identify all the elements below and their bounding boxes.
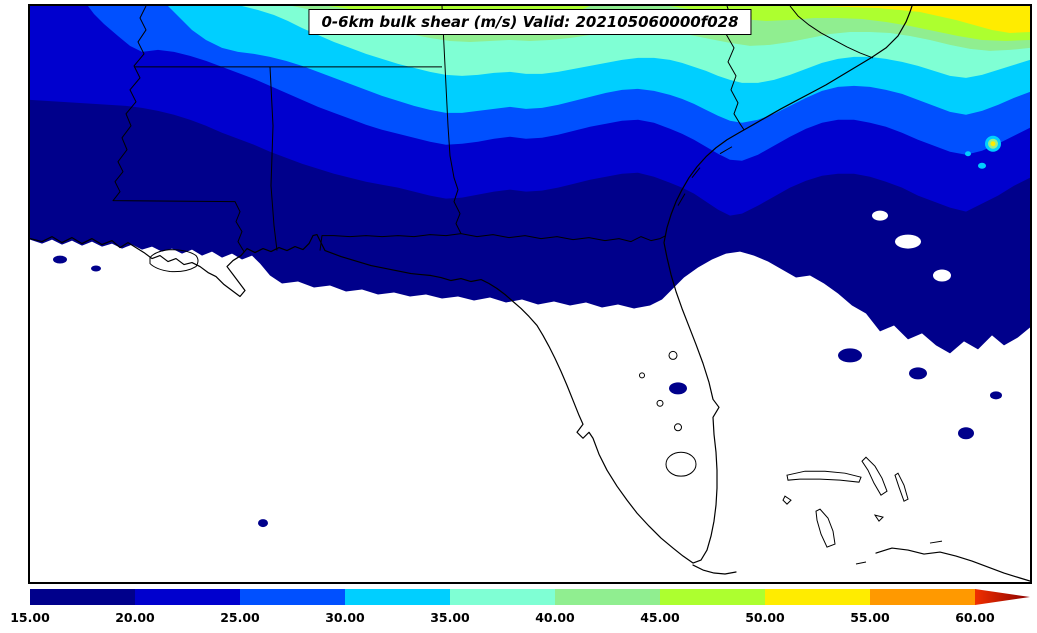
- colorbar-segment-20-25: [135, 589, 240, 605]
- coastline: [30, 6, 913, 564]
- white-shear-holes: [872, 210, 951, 282]
- shear-band-50-55: [818, 6, 1030, 33]
- colorbar-segment-25-30: [240, 589, 345, 605]
- colorbar-segments: [30, 589, 1030, 605]
- colorbar: 15.00 20.00 25.00 30.00 35.00 40.00 45.0…: [10, 589, 1030, 625]
- andros-island: [815, 508, 836, 548]
- islands: [782, 456, 909, 548]
- colorbar-tick-labels: 15.00 20.00 25.00 30.00 35.00 40.00 45.0…: [10, 610, 995, 625]
- florida-keys: [692, 564, 737, 575]
- mississippi-alabama-border: [269, 66, 278, 251]
- colorbar-tick-label: 40.00: [535, 610, 575, 625]
- detached-shear-pockets: [53, 255, 1002, 528]
- right-edge-shear-maximum: [985, 135, 1001, 152]
- lake-pontchartrain: [149, 249, 199, 273]
- colorbar-segment-15-20: [30, 589, 135, 605]
- colorbar-segment-50-55: [765, 589, 870, 605]
- cyan-shear-specks: [965, 151, 986, 169]
- alabama-georgia-border: [441, 6, 462, 234]
- state-borders: [112, 6, 874, 252]
- colorbar-tick-label: 45.00: [640, 610, 680, 625]
- abaco-island: [861, 456, 888, 496]
- cuba-north-coast: [875, 547, 1030, 582]
- colorbar-tick-label: 35.00: [430, 610, 470, 625]
- colorbar-segment-35-40: [450, 589, 555, 605]
- colorbar-segment-30-35: [345, 589, 450, 605]
- northcarolina-southcarolina-border: [789, 6, 874, 59]
- colorbar-tick-label: 25.00: [220, 610, 260, 625]
- florida-north-border: [319, 233, 667, 251]
- plot-title: 0-6km bulk shear (m/s) Valid: 2021050600…: [321, 13, 739, 31]
- eleuthera-island: [894, 472, 909, 502]
- weather-map-canvas: [30, 6, 1030, 582]
- colorbar-tick-label: 55.00: [850, 610, 890, 625]
- colorbar-segment-45-50: [660, 589, 765, 605]
- cuba-and-keys: [692, 540, 1030, 582]
- new-providence-island: [873, 514, 884, 522]
- colorbar-tick-label: 60.00: [955, 610, 995, 625]
- bimini-island: [782, 495, 792, 505]
- colorbar-segment-40-45: [555, 589, 660, 605]
- lakes: [149, 249, 697, 477]
- colorbar-tick-label: 15.00: [10, 610, 50, 625]
- colorbar-tick-label: 20.00: [115, 610, 155, 625]
- grand-bahama-island: [786, 470, 862, 483]
- colorbar-segment-55-60: [870, 589, 975, 605]
- colorbar-tick-label: 30.00: [325, 610, 365, 625]
- mississippi-river-border: [112, 6, 245, 252]
- lake-okeechobee: [665, 451, 697, 477]
- colorbar-arrow: [975, 589, 1030, 605]
- map-frame: 0-6km bulk shear (m/s) Valid: 2021050600…: [28, 4, 1032, 584]
- colorbar-tick-label: 50.00: [745, 610, 785, 625]
- plot-title-box: 0-6km bulk shear (m/s) Valid: 2021050600…: [308, 9, 752, 35]
